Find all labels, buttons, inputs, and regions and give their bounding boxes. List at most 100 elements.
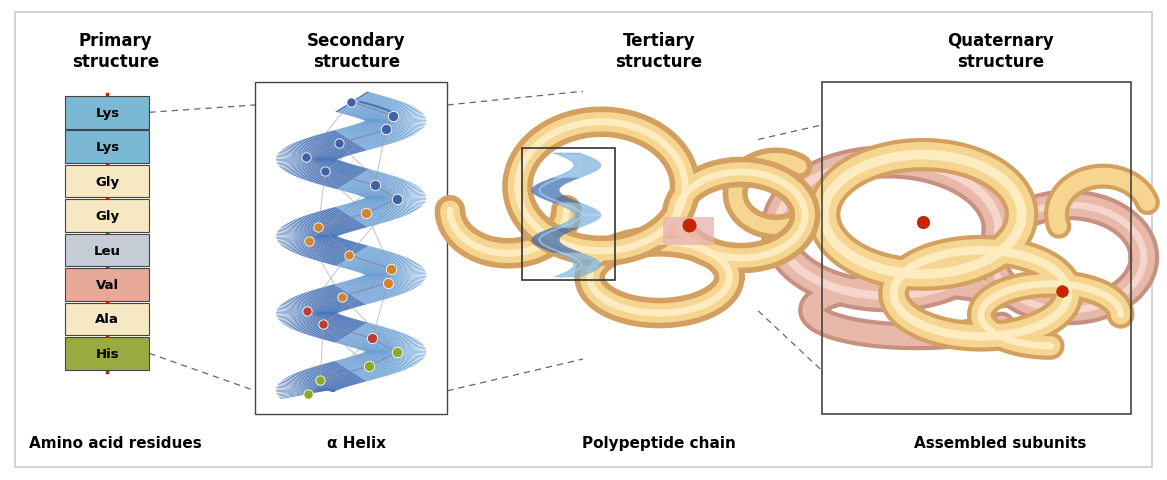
- Text: Gly: Gly: [96, 175, 119, 188]
- Polygon shape: [573, 216, 601, 217]
- Point: [300, 238, 319, 245]
- Polygon shape: [354, 279, 390, 299]
- Polygon shape: [356, 355, 393, 375]
- Polygon shape: [366, 197, 414, 213]
- Polygon shape: [537, 184, 566, 185]
- Polygon shape: [316, 165, 352, 185]
- Polygon shape: [358, 201, 396, 220]
- Polygon shape: [348, 326, 383, 347]
- Polygon shape: [324, 320, 359, 340]
- Polygon shape: [340, 94, 373, 114]
- Polygon shape: [316, 366, 352, 386]
- Polygon shape: [358, 100, 396, 120]
- Polygon shape: [368, 113, 422, 123]
- Polygon shape: [361, 353, 399, 372]
- Polygon shape: [319, 134, 355, 155]
- Polygon shape: [288, 312, 336, 328]
- Polygon shape: [348, 250, 384, 270]
- Polygon shape: [532, 188, 561, 189]
- Polygon shape: [365, 198, 408, 216]
- Polygon shape: [316, 135, 352, 156]
- Polygon shape: [312, 240, 348, 260]
- Polygon shape: [364, 181, 407, 199]
- Polygon shape: [368, 185, 415, 200]
- Polygon shape: [293, 236, 337, 253]
- Polygon shape: [362, 333, 403, 351]
- Polygon shape: [278, 384, 335, 392]
- Polygon shape: [343, 359, 377, 379]
- Polygon shape: [364, 104, 406, 121]
- Point: [359, 363, 378, 371]
- Polygon shape: [300, 217, 341, 236]
- Polygon shape: [352, 356, 389, 376]
- Point: [298, 307, 316, 315]
- Bar: [65, 269, 149, 301]
- Polygon shape: [569, 211, 599, 212]
- Point: [365, 182, 384, 190]
- Polygon shape: [335, 207, 370, 228]
- Polygon shape: [368, 350, 417, 365]
- Polygon shape: [558, 275, 587, 276]
- Polygon shape: [364, 122, 406, 140]
- Polygon shape: [368, 275, 426, 276]
- Polygon shape: [368, 274, 417, 288]
- Polygon shape: [368, 109, 418, 123]
- Polygon shape: [354, 355, 391, 375]
- Polygon shape: [327, 209, 361, 230]
- Polygon shape: [299, 295, 340, 313]
- Polygon shape: [338, 360, 373, 380]
- Polygon shape: [336, 246, 370, 267]
- Polygon shape: [293, 160, 337, 177]
- Polygon shape: [358, 354, 398, 373]
- Polygon shape: [317, 318, 354, 339]
- Polygon shape: [347, 127, 382, 147]
- Polygon shape: [284, 226, 335, 239]
- Polygon shape: [295, 143, 338, 160]
- Polygon shape: [278, 236, 335, 242]
- Polygon shape: [532, 189, 560, 190]
- Polygon shape: [298, 142, 340, 160]
- Polygon shape: [545, 200, 574, 201]
- Polygon shape: [557, 176, 587, 177]
- Polygon shape: [330, 208, 365, 229]
- Polygon shape: [310, 214, 348, 234]
- Polygon shape: [532, 239, 560, 240]
- Polygon shape: [540, 232, 569, 233]
- Polygon shape: [345, 204, 380, 225]
- Polygon shape: [291, 313, 336, 329]
- Polygon shape: [368, 342, 420, 354]
- Polygon shape: [358, 277, 397, 297]
- Polygon shape: [350, 126, 386, 146]
- Polygon shape: [327, 244, 362, 264]
- Polygon shape: [553, 177, 584, 178]
- Polygon shape: [285, 312, 335, 326]
- Polygon shape: [533, 243, 561, 244]
- Polygon shape: [278, 232, 335, 238]
- Polygon shape: [568, 171, 598, 172]
- Polygon shape: [333, 207, 368, 228]
- Polygon shape: [352, 251, 389, 271]
- Polygon shape: [306, 369, 344, 388]
- Polygon shape: [278, 154, 335, 161]
- Polygon shape: [365, 335, 408, 352]
- Polygon shape: [278, 308, 335, 315]
- Polygon shape: [368, 351, 415, 366]
- Polygon shape: [541, 248, 571, 249]
- Polygon shape: [368, 351, 426, 353]
- Polygon shape: [306, 139, 344, 158]
- Polygon shape: [294, 313, 337, 331]
- Polygon shape: [573, 215, 601, 216]
- Polygon shape: [368, 198, 426, 201]
- Polygon shape: [305, 239, 344, 258]
- Polygon shape: [282, 158, 335, 171]
- Polygon shape: [338, 170, 373, 191]
- Bar: [65, 166, 149, 198]
- Polygon shape: [293, 374, 337, 391]
- Polygon shape: [573, 217, 601, 218]
- Polygon shape: [548, 179, 579, 180]
- Polygon shape: [568, 210, 598, 211]
- Text: Leu: Leu: [93, 244, 121, 257]
- Polygon shape: [357, 354, 396, 374]
- Point: [314, 321, 333, 329]
- Polygon shape: [280, 305, 335, 315]
